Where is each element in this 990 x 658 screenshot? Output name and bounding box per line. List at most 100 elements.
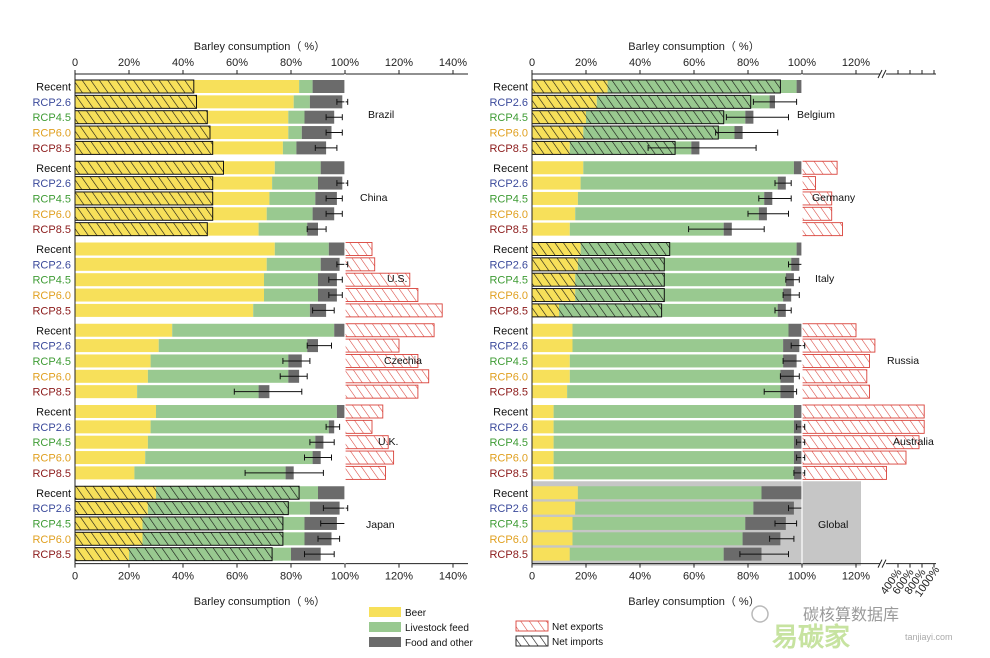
legend-label-beer: Beer — [405, 608, 427, 619]
net-imports-bar — [531, 242, 671, 256]
feed-bar — [258, 222, 308, 236]
feed-bar — [572, 339, 784, 353]
scenario-label: RCP6.0 — [489, 290, 528, 302]
net-exports-bar — [344, 257, 376, 272]
scenario-label: RCP2.6 — [489, 97, 528, 109]
scenario-label: Recent — [36, 244, 71, 256]
legend-label-imports: Net imports — [552, 637, 603, 648]
scenario-label: RCP4.5 — [489, 112, 528, 124]
bottom-tick-label: 60% — [683, 571, 705, 583]
feed-bar — [577, 191, 765, 205]
feed-bar — [172, 323, 335, 337]
net-imports-bar — [74, 485, 300, 500]
scenario-label: RCP2.6 — [489, 178, 528, 190]
bottom-tick-label: 40% — [172, 571, 194, 583]
beer-bar — [532, 486, 578, 500]
feed-bar — [567, 385, 781, 399]
net-imports-bar — [74, 501, 289, 516]
beer-bar — [75, 369, 148, 383]
scenario-label: RCP8.5 — [32, 305, 71, 317]
scenario-label: RCP6.0 — [489, 371, 528, 383]
beer-bar — [532, 176, 581, 190]
scenario-label: RCP2.6 — [32, 97, 71, 109]
top-tick-label: 80% — [280, 57, 302, 69]
feed-bar — [299, 80, 313, 93]
bottom-tick-label: 0 — [529, 571, 535, 583]
region-label: Global — [818, 519, 848, 531]
feed-bar — [272, 176, 318, 190]
top-axis-title: Barley consumption（ %） — [194, 40, 325, 53]
legend-label-feed: Livestock feed — [405, 623, 469, 634]
net-imports-bar — [531, 125, 719, 140]
legend-swatch-beer — [369, 607, 401, 617]
scenario-label: RCP4.5 — [32, 112, 71, 124]
feed-bar — [147, 435, 316, 449]
food-bar — [318, 486, 345, 500]
net-exports-bar — [344, 323, 435, 338]
net-imports-bar — [74, 516, 284, 531]
scenario-label: Recent — [36, 488, 71, 500]
feed-bar — [266, 207, 313, 221]
food-bar — [301, 126, 332, 140]
food-bar — [309, 95, 343, 109]
bottom-axis-title: Barley consumption（ %） — [194, 595, 325, 608]
food-bar — [788, 323, 802, 337]
net-imports-bar — [531, 257, 665, 272]
region-label: Australia — [893, 436, 934, 448]
scenario-label: RCP8.5 — [489, 549, 528, 561]
bottom-axis-title: Barley consumption（ %） — [628, 595, 759, 608]
region-label: Germany — [812, 192, 856, 204]
food-bar — [796, 80, 802, 93]
food-bar — [334, 323, 345, 337]
net-exports-bar — [344, 384, 419, 399]
scenario-label: RCP4.5 — [489, 518, 528, 530]
scenario-label: RCP8.5 — [32, 468, 71, 480]
scenario-label: RCP6.0 — [489, 534, 528, 546]
feed-bar — [553, 405, 794, 418]
beer-bar — [532, 435, 554, 449]
scenario-label: RCP2.6 — [32, 341, 71, 353]
beer-bar — [75, 405, 156, 418]
net-exports-bar — [801, 450, 907, 465]
feed-bar — [572, 323, 789, 337]
axis-break-mark — [881, 559, 887, 568]
feed-bar — [134, 466, 286, 480]
net-imports-bar — [74, 176, 214, 191]
legend-swatch-food — [369, 637, 401, 647]
scenario-label: RCP8.5 — [32, 387, 71, 399]
feed-bar — [553, 451, 794, 465]
bottom-tick-label: 60% — [226, 571, 248, 583]
net-imports-bar — [74, 140, 214, 155]
feed-bar — [569, 547, 724, 561]
beer-bar — [75, 420, 151, 434]
food-bar — [312, 207, 335, 221]
net-imports-bar — [74, 94, 197, 109]
net-exports-bar — [344, 242, 373, 256]
axis-break-mark — [881, 69, 887, 79]
beer-bar — [532, 405, 554, 418]
feed-bar — [156, 405, 337, 418]
top-tick-label: 140% — [439, 57, 467, 69]
feed-bar — [137, 385, 259, 399]
top-tick-label: 60% — [683, 57, 705, 69]
beer-bar — [75, 242, 275, 256]
scenario-label: Recent — [493, 325, 528, 337]
scenario-label: RCP2.6 — [32, 178, 71, 190]
feed-bar — [293, 95, 310, 109]
scenario-label: Recent — [493, 244, 528, 256]
beer-bar — [532, 369, 570, 383]
beer-bar — [75, 303, 254, 317]
net-exports-bar — [801, 369, 868, 384]
food-bar — [312, 80, 345, 93]
feed-bar — [150, 420, 329, 434]
feed-bar — [145, 451, 313, 465]
watermark-brand: 易碳家 — [772, 622, 850, 652]
beer-bar — [75, 354, 151, 368]
beer-bar — [532, 323, 573, 337]
net-exports-bar — [801, 419, 925, 434]
beer-bar — [75, 385, 138, 399]
scenario-label: RCP6.0 — [32, 209, 71, 221]
legend-label-exports: Net exports — [552, 622, 603, 633]
net-imports-bar — [531, 110, 725, 125]
top-tick-label: 120% — [842, 57, 870, 69]
